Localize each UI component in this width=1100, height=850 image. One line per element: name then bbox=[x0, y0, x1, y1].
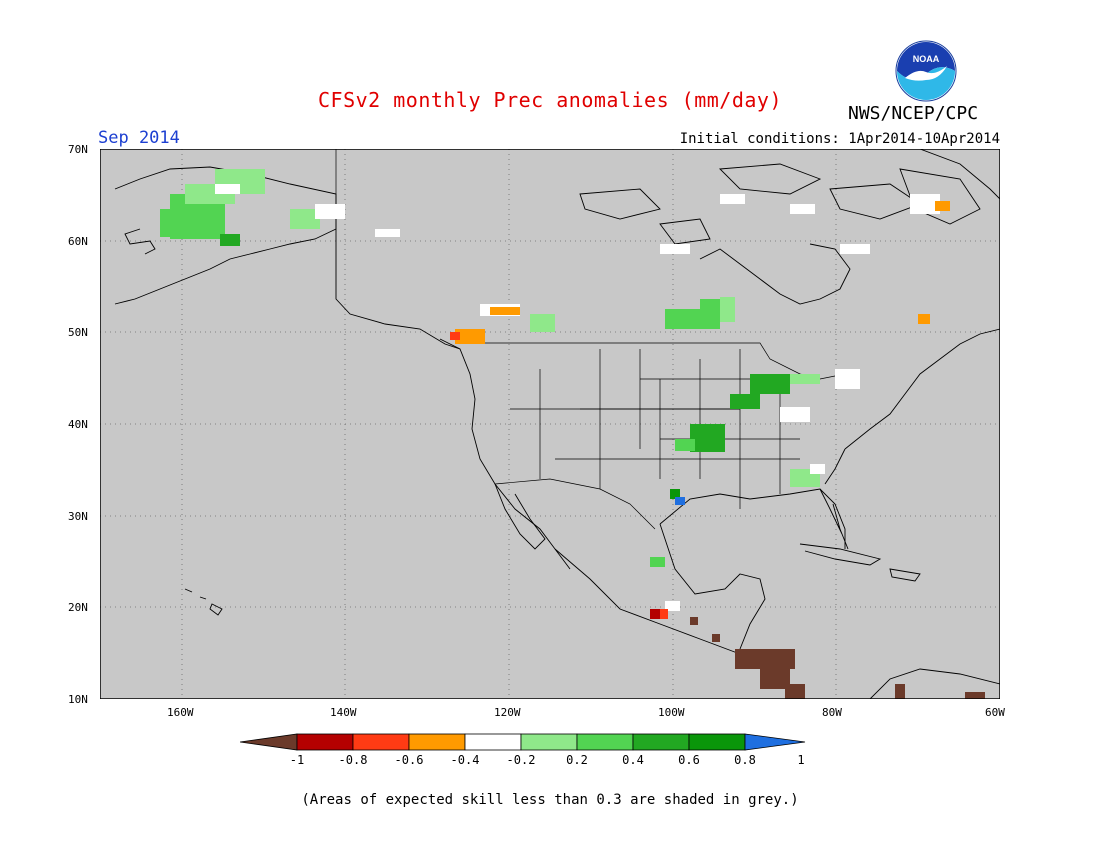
map-gridlines bbox=[100, 149, 1000, 699]
colorbar-label: -0.2 bbox=[507, 753, 536, 767]
colorbar-swatch bbox=[576, 733, 634, 751]
colorbar-arrow-high bbox=[744, 733, 806, 751]
colorbar-label: 0.8 bbox=[734, 753, 756, 767]
colorbar-label: 1 bbox=[797, 753, 804, 767]
colorbar-labels: -1 -0.8 -0.6 -0.4 -0.2 0.2 0.4 0.6 0.8 1 bbox=[290, 753, 805, 767]
colorbar-swatch bbox=[632, 733, 690, 751]
colorbar-swatch bbox=[408, 733, 466, 751]
lat-tick-label: 40N bbox=[68, 418, 88, 431]
lat-tick-label: 20N bbox=[68, 601, 88, 614]
colorbar: -1 -0.8 -0.6 -0.4 -0.2 0.2 0.4 0.6 0.8 1 bbox=[240, 733, 806, 767]
lat-tick-label: 50N bbox=[68, 326, 88, 339]
lon-tick-label: 120W bbox=[494, 706, 521, 719]
colorbar-label: -0.8 bbox=[339, 753, 368, 767]
lon-tick-label: 80W bbox=[822, 706, 842, 719]
political-borders bbox=[335, 149, 846, 530]
colorbar-label: -0.6 bbox=[395, 753, 424, 767]
colorbar-swatch bbox=[688, 733, 746, 751]
lon-tick-label: 140W bbox=[330, 706, 357, 719]
chart-title: CFSv2 monthly Prec anomalies (mm/day) bbox=[317, 88, 783, 112]
colorbar-swatch bbox=[296, 733, 354, 751]
colorbar-label: -0.4 bbox=[451, 753, 480, 767]
lat-tick-label: 60N bbox=[68, 235, 88, 248]
anomaly-cells bbox=[160, 169, 985, 699]
noaa-logo: NOAA bbox=[895, 40, 957, 102]
noaa-logo-text: NOAA bbox=[913, 54, 940, 64]
agency-label: NWS/NCEP/CPC bbox=[848, 103, 979, 124]
lat-tick-label: 30N bbox=[68, 510, 88, 523]
colorbar-arrow-low bbox=[240, 733, 298, 751]
lon-tick-label: 160W bbox=[167, 706, 194, 719]
colorbar-swatch bbox=[352, 733, 410, 751]
colorbar-swatch bbox=[464, 733, 522, 751]
colorbar-swatch bbox=[520, 733, 578, 751]
colorbar-swatches bbox=[240, 733, 806, 751]
lat-tick-label: 10N bbox=[68, 693, 88, 706]
lon-tick-label: 100W bbox=[658, 706, 685, 719]
forecast-month: Sep 2014 bbox=[98, 128, 180, 148]
lon-tick-label: 60W bbox=[985, 706, 1005, 719]
colorbar-label: -1 bbox=[290, 753, 304, 767]
colorbar-label: 0.2 bbox=[566, 753, 588, 767]
precip-anomaly-map bbox=[100, 149, 1000, 699]
lat-tick-label: 70N bbox=[68, 143, 88, 156]
colorbar-label: 0.4 bbox=[622, 753, 644, 767]
initial-conditions: Initial conditions: 1Apr2014-10Apr2014 bbox=[679, 131, 1000, 147]
colorbar-label: 0.6 bbox=[678, 753, 700, 767]
footnote: (Areas of expected skill less than 0.3 a… bbox=[301, 792, 799, 808]
